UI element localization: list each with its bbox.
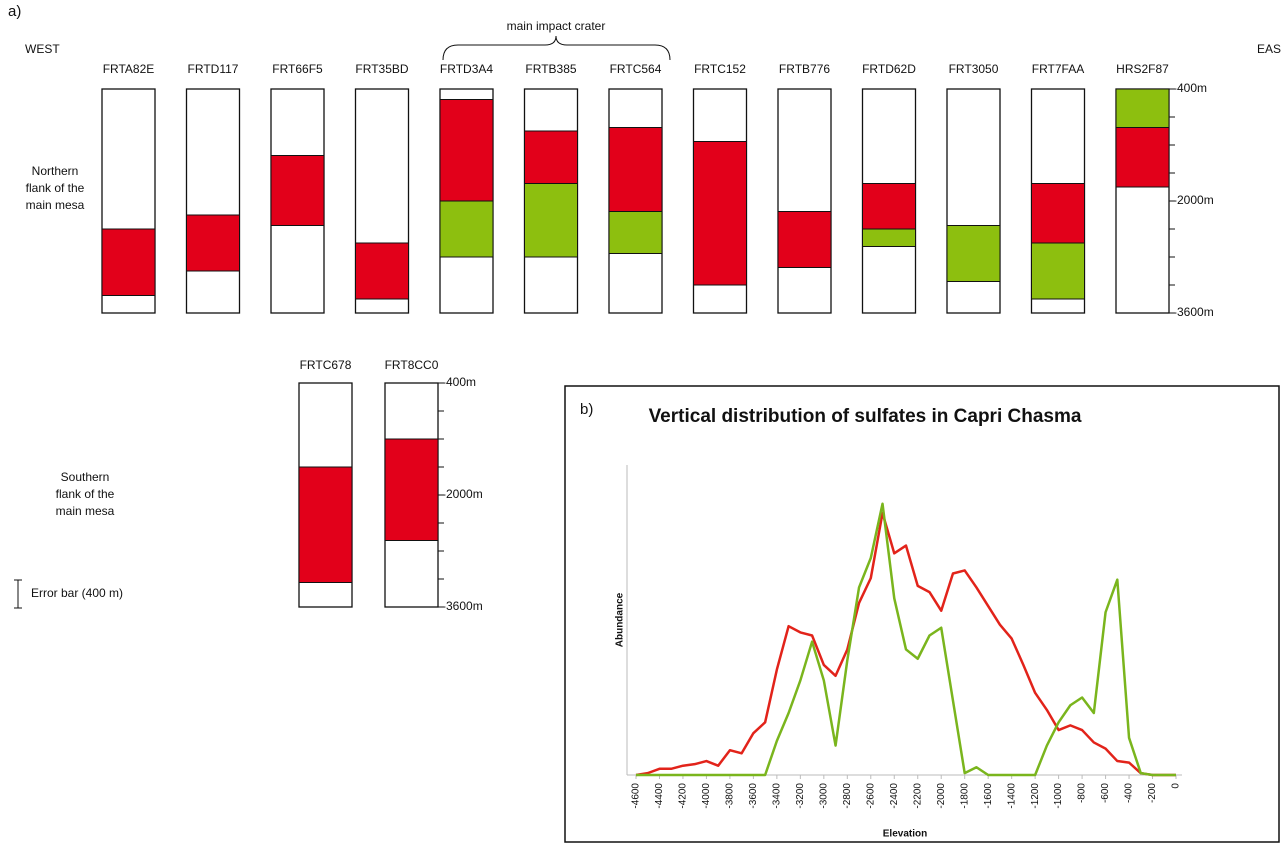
panel-label: b) [580,401,593,418]
segment [1031,183,1085,244]
x-tick-label: -400 [1124,783,1135,803]
segment [524,130,578,184]
segment [608,211,663,254]
x-tick-label: -4600 [631,783,642,809]
tick-label: -2000m [442,487,483,501]
column-name: FRT7FAA [1032,62,1084,76]
group-label: flank of the [56,487,115,501]
segment [439,99,494,202]
group-label: main mesa [26,198,85,212]
east-label: EAST [1257,42,1281,56]
x-tick-label: -2600 [865,783,876,809]
x-tick-label: -4400 [654,783,665,809]
crater-label: main impact crater [507,19,606,33]
x-tick-label: -3600 [748,783,759,809]
error-bar-label: Error bar (400 m) [31,586,123,600]
segment [101,228,156,296]
x-tick-label: -4000 [701,783,712,809]
segment [186,214,240,272]
segment [693,141,747,286]
segment [355,242,409,300]
x-tick-label: -2000 [936,783,947,809]
west-label: WEST [25,42,60,56]
x-tick-label: -800 [1077,783,1088,803]
series-line [636,502,1176,777]
segment [439,200,494,258]
panel-b-frame [564,385,1280,843]
column-name: HRS2F87 [1116,62,1169,76]
group-label: Southern [61,470,110,484]
tick-label: -2000m [1173,193,1214,207]
x-tick-label: -3000 [818,783,829,809]
crater-brace [442,35,671,61]
x-tick-label: -2200 [912,783,923,809]
column-name: FRTC678 [300,358,352,372]
x-axis-label: Elevation [883,829,927,840]
column-name: FRTB776 [779,62,830,76]
group-label: flank of the [26,181,85,195]
chart-title: Vertical distribution of sulfates in Cap… [649,406,1082,427]
x-tick-label: -1800 [959,783,970,809]
x-tick-label: -1400 [1006,783,1017,809]
x-tick-label: -1600 [983,783,994,809]
series-line [635,511,1176,777]
segment [1115,127,1170,188]
x-tick-label: -3800 [725,783,736,809]
tick-label: -400m [1173,81,1207,95]
segment [1115,88,1170,128]
tick-label: -3600m [1173,305,1214,319]
column-box [185,88,241,314]
segment [1031,242,1085,300]
segment [862,228,916,247]
x-tick-label: -3400 [772,783,783,809]
column-name: FRTD3A4 [440,62,493,76]
segment [862,183,916,230]
column-box [777,88,832,314]
x-tick-label: -4200 [678,783,689,809]
column-name: FRT3050 [949,62,999,76]
segment [270,155,325,226]
column-name: FRTD117 [188,62,239,76]
segment [524,183,578,258]
panel-label: a) [8,3,21,20]
column-name: FRTB385 [525,62,576,76]
tick-label: -3600m [442,599,483,613]
column-name: FRTD62D [862,62,916,76]
column-name: FRTC564 [610,62,662,76]
group-label: Northern [32,164,79,178]
group-label: main mesa [56,504,115,518]
x-tick-label: -600 [1100,783,1111,803]
segment [298,466,353,583]
x-tick-label: -2800 [842,783,853,809]
x-tick-label: -200 [1147,783,1158,803]
x-tick-label: -1200 [1030,783,1041,809]
y-axis-label: Abundance [615,592,626,647]
segment [946,225,1001,282]
x-tick-label: 0 [1171,783,1182,789]
segment [384,438,439,541]
column-name: FRT66F5 [272,62,323,76]
column-name: FRT35BD [355,62,408,76]
x-tick-label: -3200 [795,783,806,809]
tick-label: -400m [442,375,476,389]
x-tick-label: -1000 [1053,783,1064,809]
x-tick-label: -2400 [889,783,900,809]
column-name: FRT8CC0 [385,358,439,372]
column-name: FRTC152 [694,62,746,76]
segment [777,211,832,268]
column-name: FRTA82E [103,62,155,76]
segment [608,127,663,212]
